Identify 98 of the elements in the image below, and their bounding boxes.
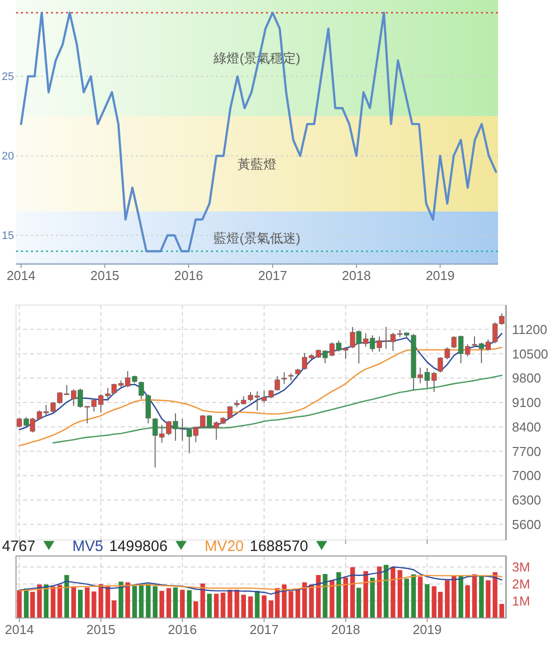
candlestick <box>282 372 287 385</box>
y-tick-label: 11200 <box>512 322 548 337</box>
band-label: 藍燈(景氣低迷) <box>214 230 300 246</box>
x-tick-label: 2014 <box>6 268 36 283</box>
annotation: 1499806 <box>109 538 168 555</box>
y-tick-label: 20 <box>2 150 14 163</box>
y-tick-label: 15 <box>2 230 14 242</box>
bar <box>37 584 42 618</box>
x-tick-label: 2017 <box>250 622 279 637</box>
series-label: MV5 <box>72 538 104 555</box>
bar <box>262 595 266 618</box>
x-tick-label: 2016 <box>174 268 204 283</box>
bar <box>92 592 96 618</box>
bar <box>241 594 246 618</box>
bar <box>418 576 423 618</box>
candlestick <box>227 405 233 419</box>
bar <box>343 577 348 618</box>
bar <box>288 591 294 618</box>
bar <box>363 571 368 618</box>
bar <box>173 587 178 618</box>
y-tick-label: 8400 <box>512 419 541 434</box>
x-tick-label: 2017 <box>258 268 288 283</box>
bar <box>472 574 477 618</box>
bar <box>30 592 35 618</box>
x-tick-label: 2014 <box>4 622 34 637</box>
bar <box>404 578 409 618</box>
bar <box>50 586 56 618</box>
x-tick-label: 2019 <box>412 622 442 637</box>
bar <box>78 590 83 618</box>
y-tick-label: 9800 <box>512 370 541 386</box>
y-tick-label: 3M <box>512 560 530 575</box>
annotation: 1688570 <box>250 538 308 555</box>
bar <box>207 594 212 618</box>
bar <box>398 570 402 618</box>
bar <box>486 580 490 618</box>
bar <box>384 564 388 618</box>
line-series <box>18 574 502 592</box>
bar <box>330 580 334 618</box>
bar <box>377 566 382 618</box>
x-tick-label: 2019 <box>426 268 455 283</box>
bar <box>424 584 430 618</box>
y-tick-label: 10500 <box>512 346 548 362</box>
bar <box>132 586 137 618</box>
bar <box>452 576 456 618</box>
bar <box>492 572 498 618</box>
bar <box>186 590 192 618</box>
bar <box>322 574 328 618</box>
y-tick-label: 9100 <box>512 395 541 410</box>
bar <box>370 578 375 618</box>
bar <box>228 590 232 618</box>
x-tick-label: 2015 <box>90 268 120 283</box>
y-tick-label: 2M <box>512 576 530 592</box>
bar <box>84 587 90 618</box>
bar <box>499 604 504 618</box>
x-tick-label: 2016 <box>168 622 197 637</box>
text: MV20 <box>204 538 244 555</box>
bar <box>479 576 484 618</box>
bar <box>356 588 362 618</box>
line-series <box>18 566 502 595</box>
y-tick-label: 5600 <box>512 516 541 532</box>
candlestick <box>274 376 280 392</box>
band-label: 黃藍燈 <box>238 156 276 172</box>
bar <box>193 601 198 618</box>
x-tick-label: 2018 <box>331 622 360 637</box>
bar <box>390 566 396 618</box>
bar <box>152 586 158 618</box>
line-series <box>20 12 498 252</box>
x-tick-label: 2018 <box>342 268 371 283</box>
bar <box>220 592 226 618</box>
bar <box>166 588 172 618</box>
x-tick-label: 2015 <box>86 622 116 637</box>
bar <box>336 572 342 618</box>
bar <box>350 567 355 618</box>
line-series <box>52 374 502 444</box>
bar <box>138 584 144 618</box>
bar <box>71 586 76 618</box>
bar <box>16 590 22 618</box>
annotation: 4767 <box>2 538 36 555</box>
bar <box>57 584 62 618</box>
y-tick-label: 6300 <box>512 492 541 508</box>
bar <box>248 596 253 618</box>
bar <box>444 580 450 618</box>
y-tick-label: 25 <box>2 71 14 84</box>
y-tick-label: 1M <box>512 594 530 609</box>
bar <box>302 582 307 618</box>
bar <box>118 582 124 618</box>
bar <box>411 574 416 618</box>
bar <box>180 590 185 618</box>
bar <box>146 584 151 618</box>
bar <box>316 575 321 618</box>
bar <box>295 589 300 618</box>
bar <box>309 584 314 618</box>
bar <box>159 590 164 618</box>
y-tick-label: 7000 <box>512 468 541 484</box>
bar <box>214 594 219 618</box>
bar <box>465 585 470 618</box>
bar <box>125 582 130 618</box>
y-tick-label: 7700 <box>512 444 541 459</box>
